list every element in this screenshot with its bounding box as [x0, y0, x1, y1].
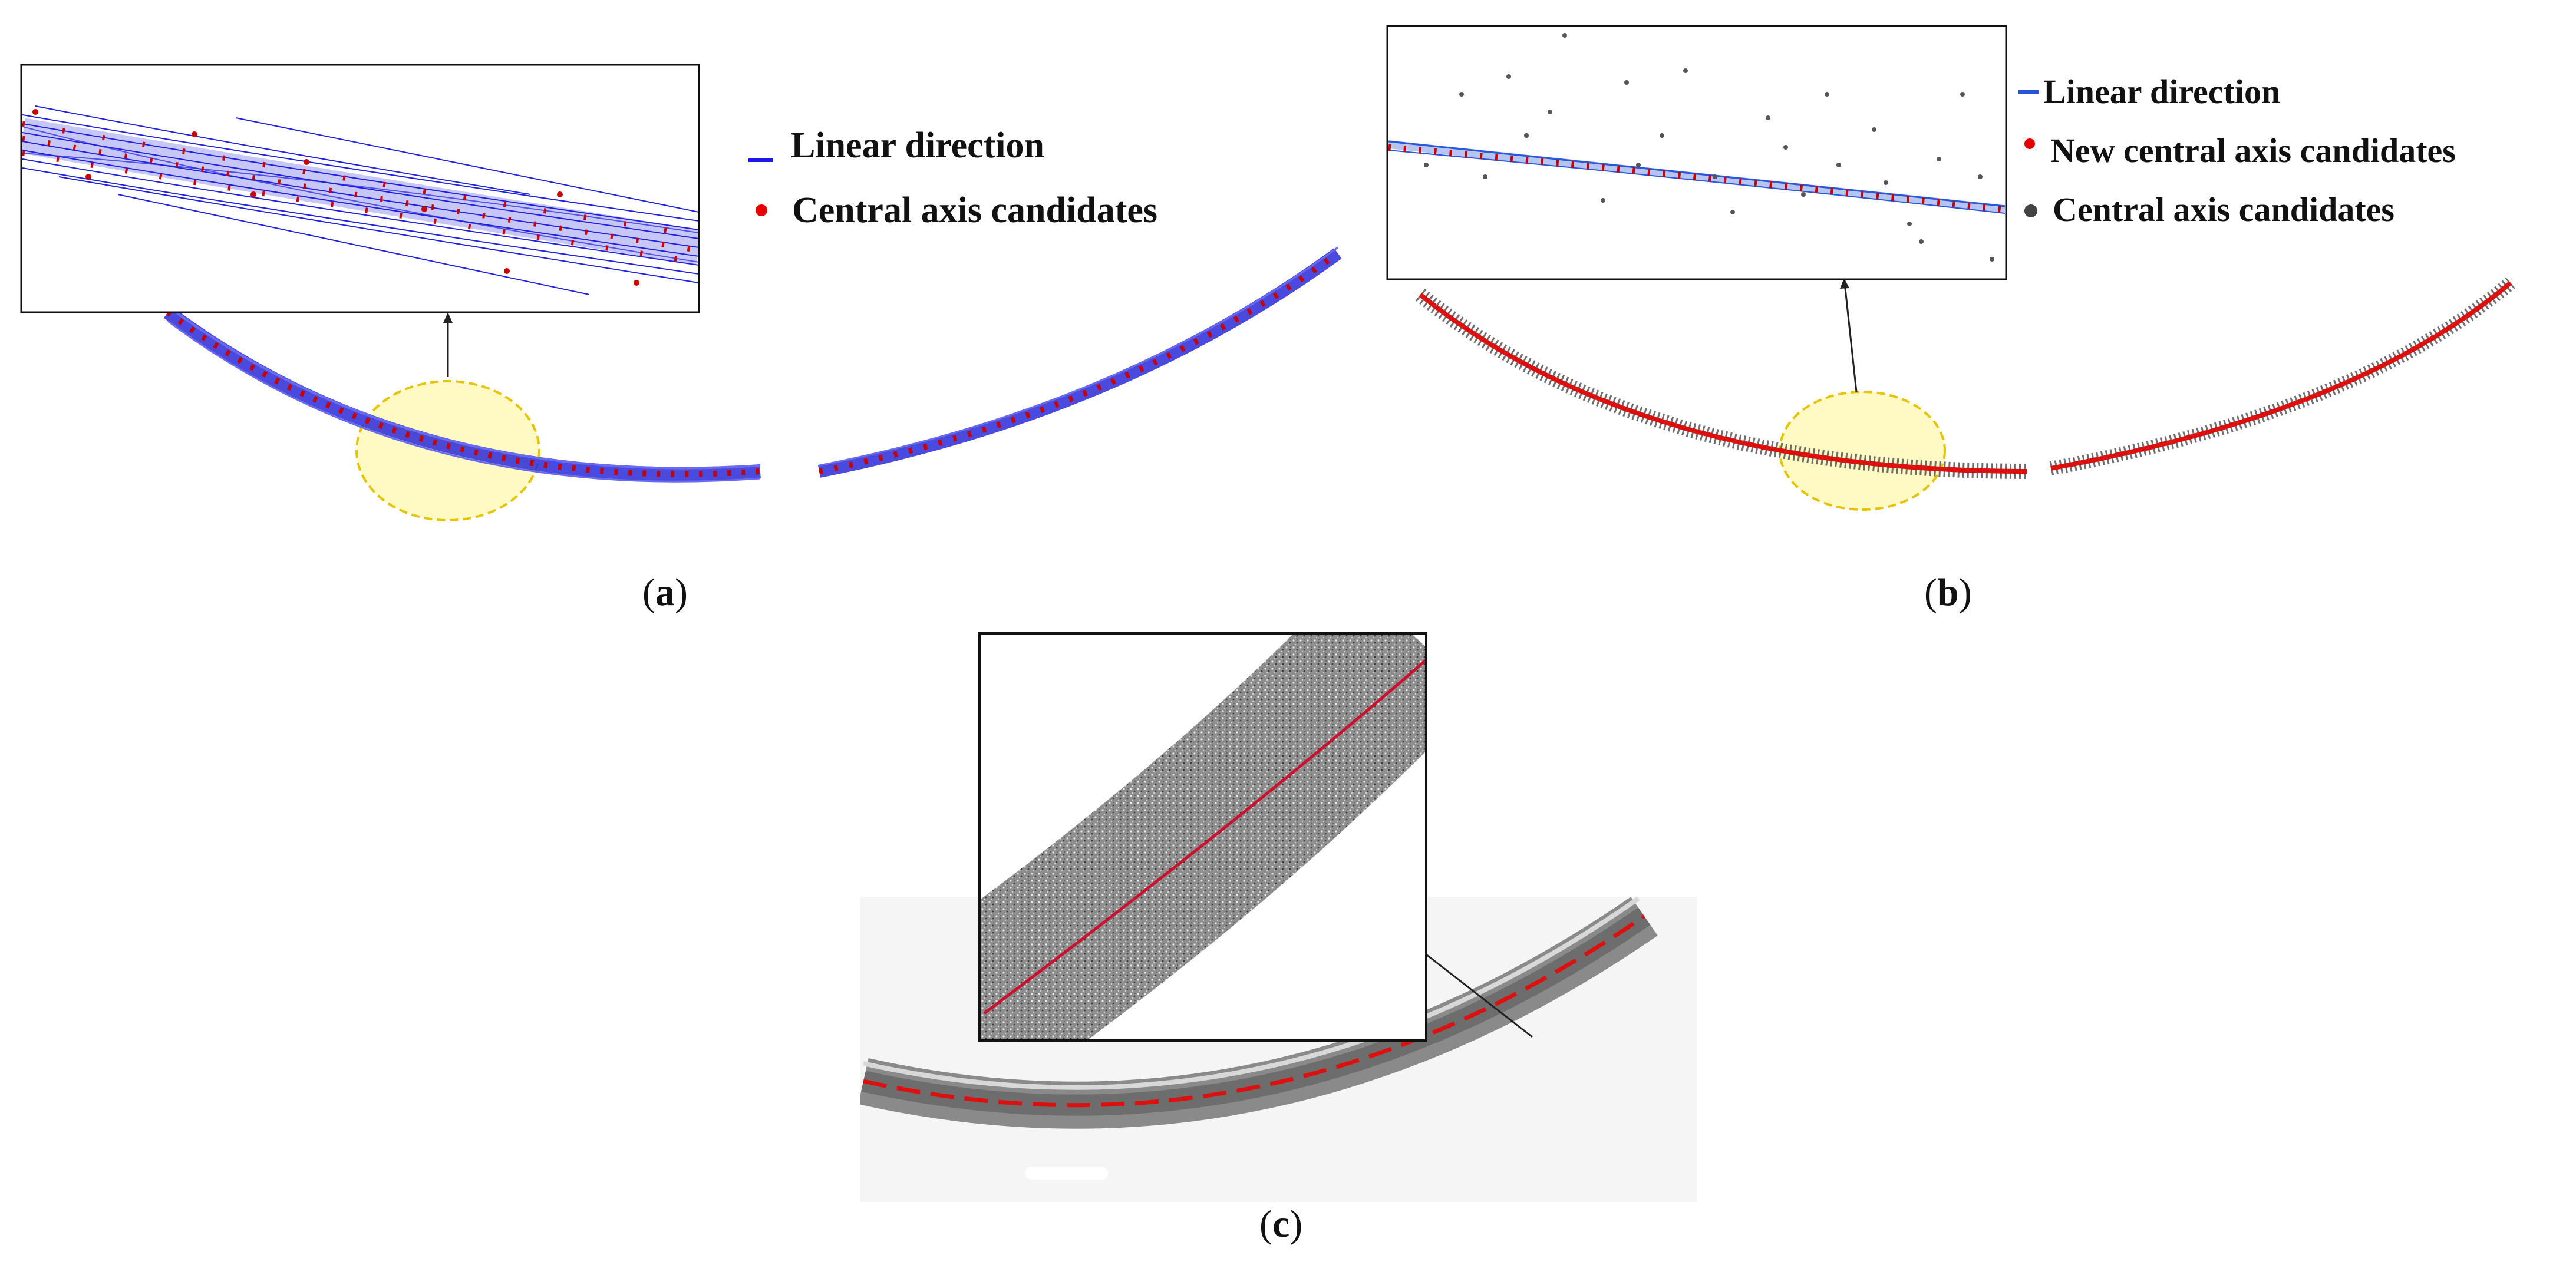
caption-paren: (: [1924, 571, 1937, 614]
panel-b-legend: Linear direction New central axis candid…: [2018, 72, 2576, 249]
legend-label: Central axis candidates: [792, 190, 1157, 230]
legend-item: Linear direction: [748, 125, 1044, 167]
panel-a-plot: [20, 64, 1342, 521]
panel-c-zoom-connector: [1426, 953, 1533, 1038]
panel-b-arrowhead: [1840, 278, 1849, 289]
legend-item: Linear direction: [2018, 72, 2280, 111]
panel-b-plot: [1386, 25, 2515, 511]
panel-a-axis-points: [166, 250, 1340, 477]
panel-a-caption: (a): [642, 570, 688, 615]
panel-b-zoom-connector: [1843, 282, 1858, 392]
caption-letter: b: [1937, 571, 1959, 614]
panel-a: [0, 0, 1355, 566]
panel-a-zoom-inset: [20, 64, 700, 313]
panel-a-legend: Linear direction Central axis candidates: [748, 125, 1279, 243]
caption-letter: c: [1272, 1203, 1290, 1246]
panel-c-zoom-inset: [978, 632, 1427, 1042]
legend-item: New central axis candidates: [2018, 131, 2456, 170]
caption-paren: ): [674, 571, 688, 614]
legend-label: New central axis candidates: [2050, 131, 2456, 170]
gray-dot-icon: [2024, 204, 2037, 217]
panel-b: [1355, 0, 2576, 566]
panel-c: [860, 625, 1715, 1202]
red-dot-icon: [2024, 138, 2035, 149]
panel-c-caption: (c): [1259, 1202, 1302, 1247]
caption-letter: a: [655, 571, 675, 614]
panel-b-zoom-inset: [1386, 25, 2007, 280]
panel-b-caption: (b): [1924, 570, 1972, 615]
caption-paren: (: [1259, 1203, 1272, 1246]
legend-label: Linear direction: [791, 125, 1044, 166]
panel-c-gap: [1025, 1167, 1108, 1180]
legend-item: Central axis candidates: [748, 190, 1157, 232]
caption-paren: ): [1289, 1203, 1303, 1246]
linear-direction-dash-icon: [2018, 90, 2039, 94]
panel-b-candidates-band: [1415, 277, 2515, 479]
legend-label: Linear direction: [2043, 72, 2281, 111]
legend-item: Central axis candidates: [2018, 190, 2394, 229]
panel-a-arrowhead: [443, 312, 453, 323]
legend-label: Central axis candidates: [2053, 190, 2394, 229]
panel-c-rail-arc: [860, 896, 1658, 1129]
caption-paren: ): [1958, 571, 1972, 614]
panel-c-plot: [860, 632, 1697, 1202]
red-dot-icon: [756, 204, 767, 216]
caption-paren: (: [642, 571, 655, 614]
linear-direction-dash-icon: [748, 158, 773, 162]
